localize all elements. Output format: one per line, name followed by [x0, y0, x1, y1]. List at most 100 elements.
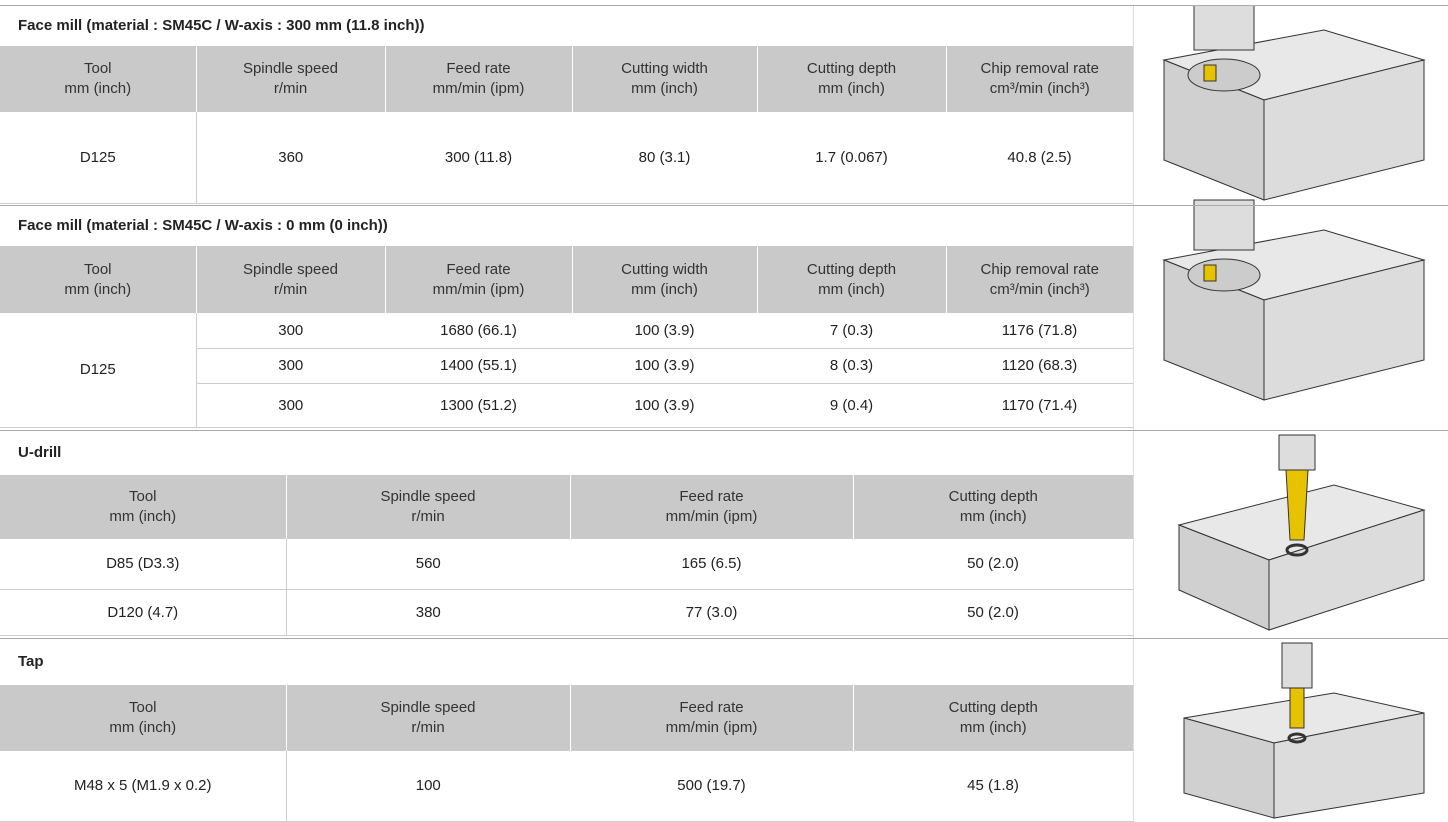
cell: 1120 (68.3) [946, 348, 1133, 384]
header-line: mm (inch) [109, 508, 177, 525]
header-line: Cutting width [621, 260, 708, 278]
header-line: mm (inch) [64, 280, 132, 298]
illustrations [1162, 5, 1426, 819]
cell: 1400 (55.1) [385, 348, 572, 384]
header-line: Feed rate [446, 260, 511, 278]
section-title: Face mill (material : SM45C / W-axis : 3… [18, 17, 425, 34]
header-line: Cutting width [621, 60, 708, 77]
cell: 7 (0.3) [757, 313, 946, 349]
header-line: Cutting depth [806, 60, 897, 77]
header-line: Feed rate [679, 699, 744, 716]
cell: 500 (19.7) [570, 751, 853, 822]
cell: 300 [196, 383, 385, 428]
section: Face mill (material : SM45C / W-axis : 0… [0, 206, 1133, 428]
column-header: Feed rate mm/min (ipm) [569, 685, 853, 751]
header-line: Spindle speed [380, 488, 476, 505]
cell: 100 [286, 751, 570, 822]
header-line: mm (inch) [959, 719, 1027, 736]
cell: 100 (3.9) [572, 313, 757, 349]
column-header: Spindle speed r/min [285, 685, 570, 751]
section: U-drill Tool mm (inch) Spindle speed r/min Fe… [0, 431, 1133, 636]
section-divider [0, 205, 1448, 206]
column-header: Tool mm (inch) [0, 46, 196, 112]
cell: 1.7 (0.067) [757, 112, 946, 204]
header-line: Tool [128, 488, 157, 505]
cell: 50 (2.0) [853, 539, 1133, 590]
column-header: Cutting depth mm (inch) [852, 685, 1133, 751]
column-header: Cutting depth mm (inch) [756, 246, 946, 313]
cell: 9 (0.4) [757, 383, 946, 428]
tap-illustration [1183, 642, 1425, 819]
header-line: Chip removal rate [980, 260, 1099, 278]
column-header: Cutting width mm (inch) [571, 246, 757, 313]
column-header: Cutting depth mm (inch) [852, 475, 1133, 539]
header-line: mm (inch) [818, 80, 885, 97]
header-line: cm³/min (inch³) [989, 80, 1090, 97]
header-line: cm³/min (inch³) [989, 280, 1090, 298]
header-line: mm (inch) [109, 719, 177, 736]
tool-cell: D85 (D3.3) [0, 539, 287, 590]
header-row: Tool mm (inch) Spindle speed r/min Feed rate… [0, 246, 1133, 313]
section-title: U-drill [18, 444, 62, 461]
header-line: Tool [83, 60, 112, 77]
section-divider [0, 430, 1448, 431]
column-header: Cutting width mm (inch) [571, 46, 757, 112]
section-divider [0, 638, 1448, 639]
header-line: r/min [411, 719, 445, 736]
section: Face mill (material : SM45C / W-axis : 3… [0, 6, 1133, 204]
data-row: M48 x 5 (M1.9 x 0.2) 100 500 (19.7) 45 (1.8… [0, 751, 1133, 822]
column-header: Chip removal rate cm³/min (inch³) [945, 46, 1133, 112]
cell: 300 (11.8) [385, 112, 572, 204]
tool-cell: D125 [0, 112, 197, 204]
data-table: Tool mm (inch) Spindle speed r/min Feed rate… [0, 475, 1133, 636]
section-divider [0, 5, 1448, 6]
header-line: r/min [273, 280, 308, 298]
header-line: r/min [411, 508, 445, 525]
cell: 165 (6.5) [570, 539, 853, 590]
cell: 100 (3.9) [572, 348, 757, 384]
cell: 360 [196, 112, 385, 204]
column-header: Feed rate mm/min (ipm) [384, 246, 572, 313]
data-table: Tool mm (inch) Spindle speed r/min Feed rate… [0, 246, 1133, 428]
section: Tap Tool mm (inch) Spindle speed r/min Feed r… [0, 639, 1133, 822]
header-line: Cutting depth [948, 488, 1038, 505]
cell: 1300 (51.2) [385, 383, 572, 428]
face-mill-illustration [1162, 199, 1426, 401]
section-title: Face mill (material : SM45C / W-axis : 0… [18, 217, 388, 234]
column-header: Chip removal rate cm³/min (inch³) [945, 246, 1133, 313]
header-row: Tool mm (inch) Spindle speed r/min Feed rate… [0, 475, 1133, 539]
header-line: mm (inch) [64, 80, 132, 97]
cell: 380 [286, 589, 570, 636]
cell: 300 [196, 313, 385, 349]
header-line: mm/min (ipm) [432, 80, 525, 97]
cell: 77 (3.0) [570, 589, 853, 636]
column-divider [1133, 5, 1134, 822]
header-line: mm/min (ipm) [432, 280, 525, 298]
header-line: Spindle speed [380, 699, 476, 716]
column-header: Spindle speed r/min [285, 475, 570, 539]
cell: 1680 (66.1) [385, 313, 572, 349]
header-row: Tool mm (inch) Spindle speed r/min Feed rate… [0, 685, 1133, 751]
data-row: 300 1400 (55.1) 100 (3.9) 8 (0.3) 1120 (68.3… [0, 348, 1133, 384]
header-line: Cutting depth [806, 260, 897, 278]
header-line: mm (inch) [959, 508, 1027, 525]
cell: 80 (3.1) [572, 112, 757, 204]
header-line: Cutting depth [948, 699, 1038, 716]
header-line: mm/min (ipm) [665, 719, 758, 736]
data-row: D125 360 300 (11.8) 80 (3.1) 1.7 (0.067) 40.8… [0, 112, 1133, 204]
tool-cell: D120 (4.7) [0, 589, 287, 636]
header-line: mm (inch) [818, 280, 885, 298]
cell: 50 (2.0) [853, 589, 1133, 636]
header-line: mm (inch) [631, 280, 698, 298]
header-line: Feed rate [446, 60, 511, 77]
column-header: Spindle speed r/min [195, 246, 385, 313]
cell: 8 (0.3) [757, 348, 946, 384]
header-line: mm (inch) [631, 80, 698, 97]
header-line: mm/min (ipm) [665, 508, 758, 525]
section-title: Tap [18, 653, 44, 670]
data-row: 300 1300 (51.2) 100 (3.9) 9 (0.4) 1170 (71.4… [0, 383, 1133, 428]
tool-cell: D125 [0, 313, 197, 428]
tool-cell: M48 x 5 (M1.9 x 0.2) [0, 751, 287, 822]
column-header: Feed rate mm/min (ipm) [569, 475, 853, 539]
